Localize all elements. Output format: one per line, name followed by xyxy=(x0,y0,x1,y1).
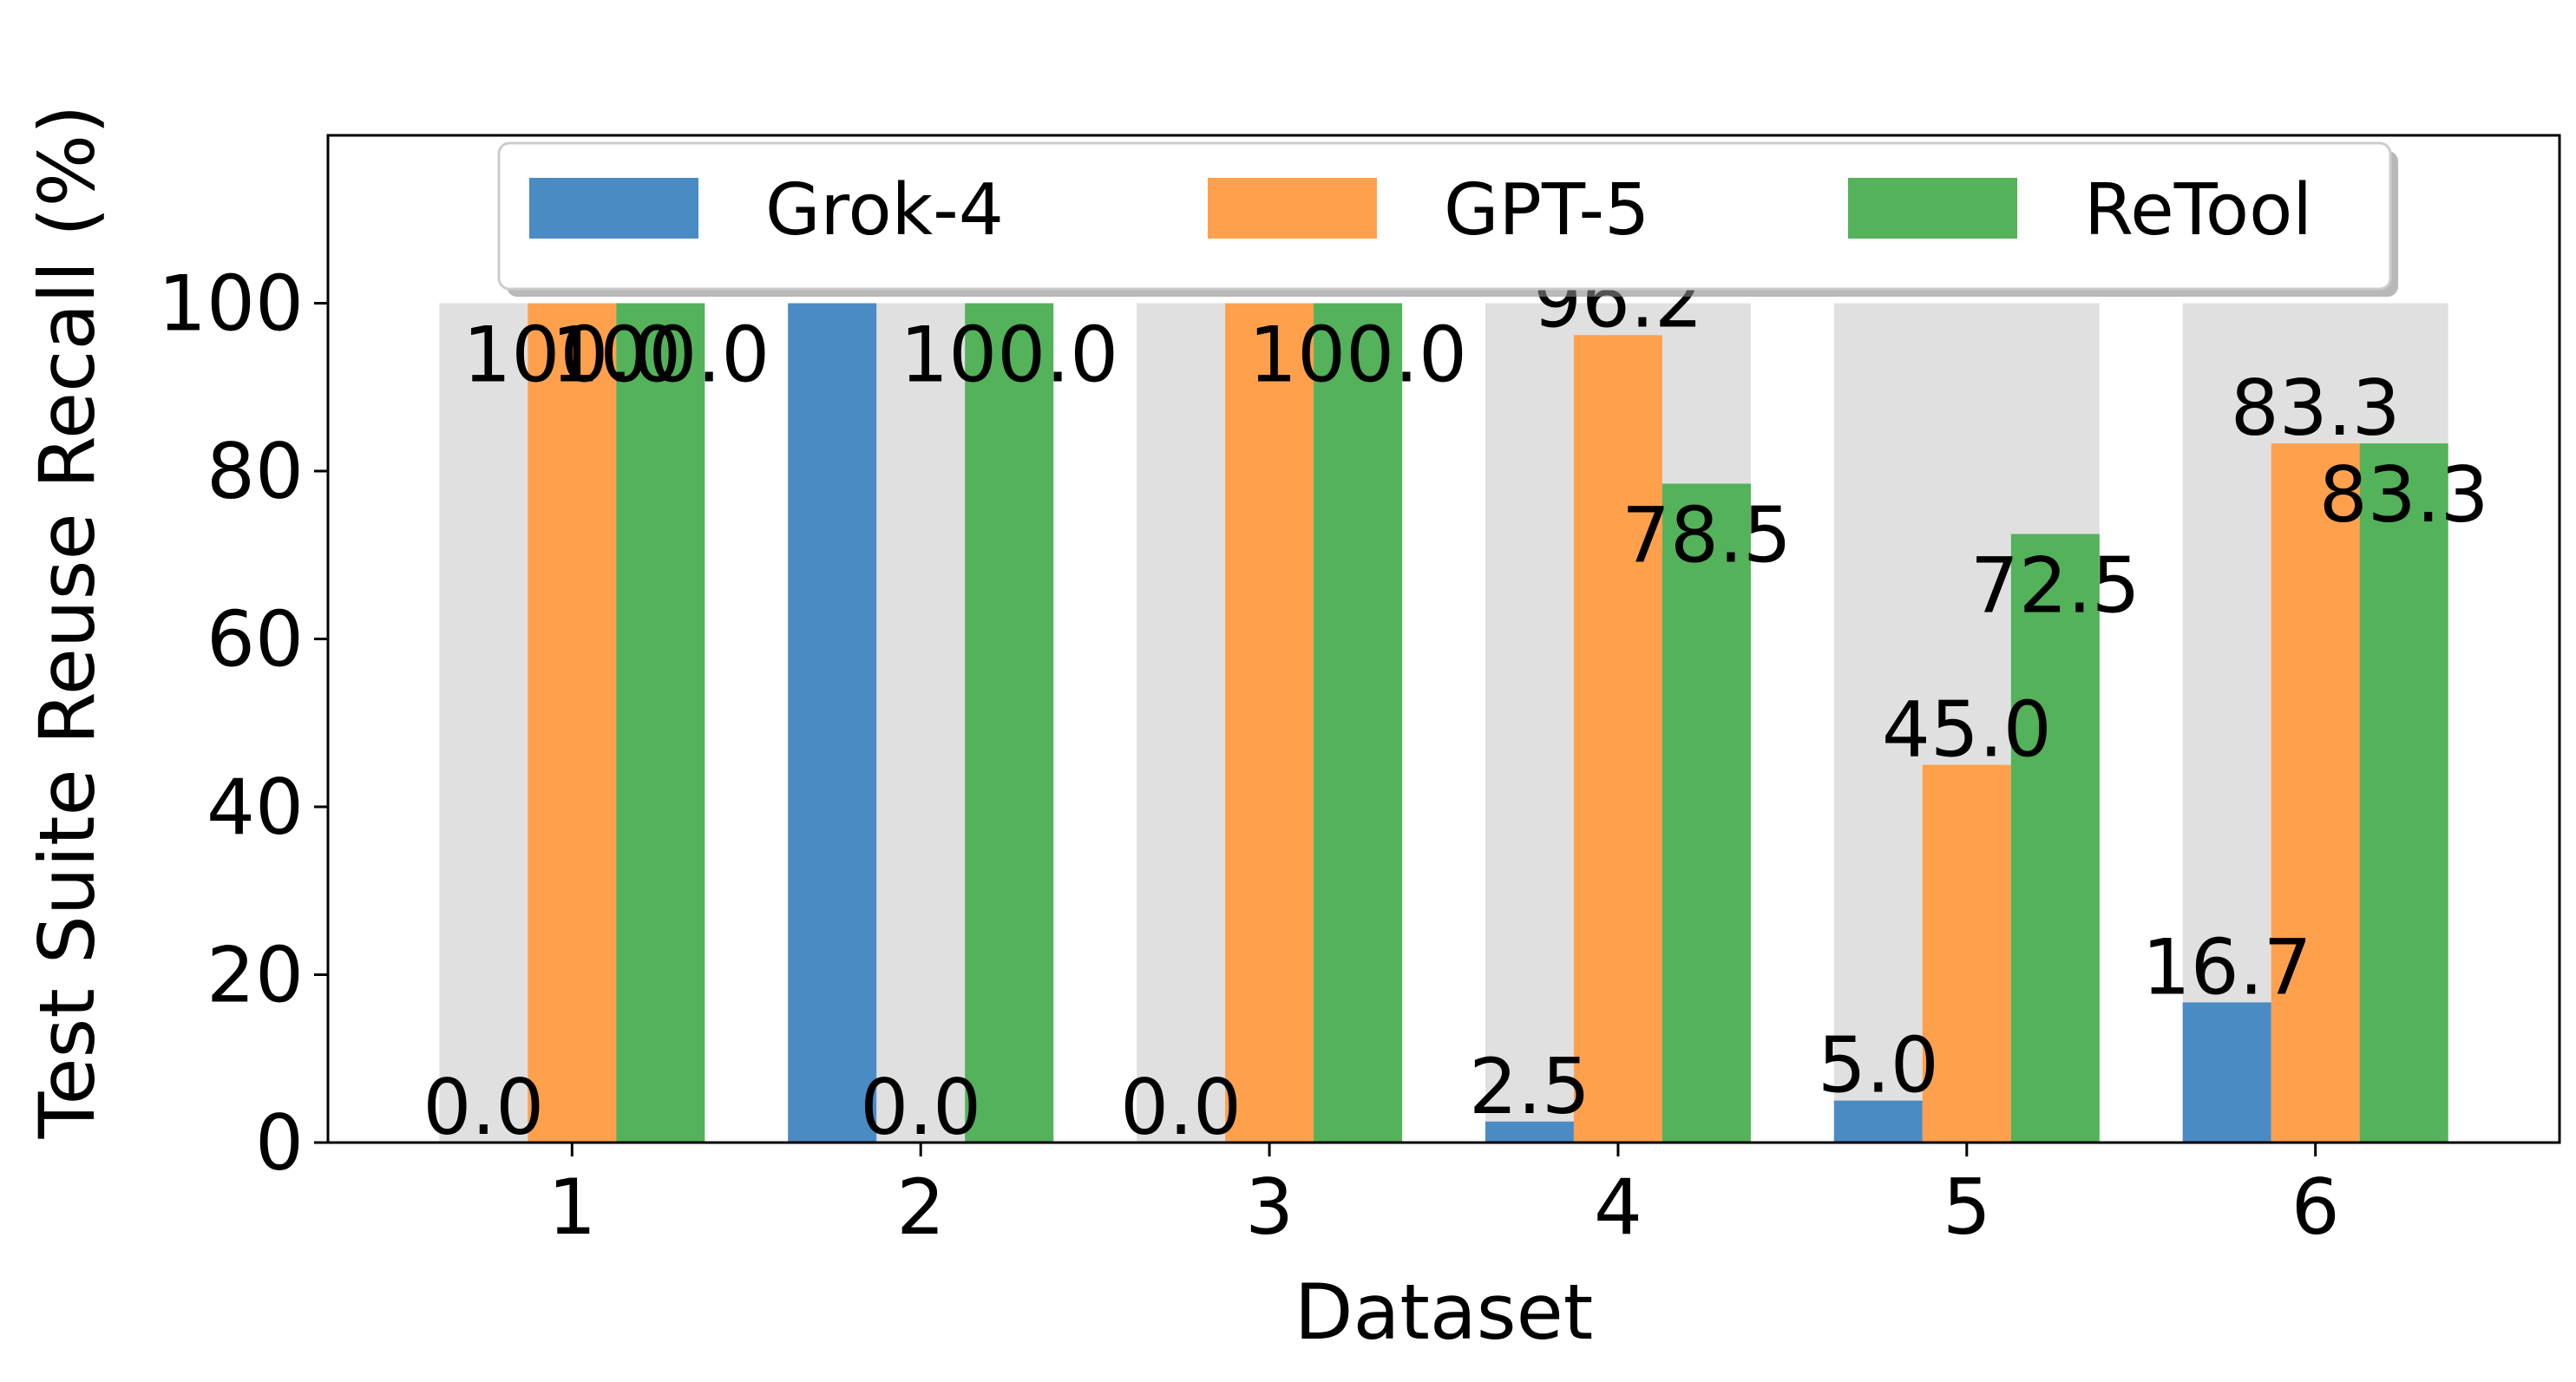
y-tick-label: 40 xyxy=(206,763,304,852)
data-labels: 0.0 0.0 2.5 5.016.7100.00.096.245.083.3100.… xyxy=(423,255,2488,1152)
x-axis: 1 2 3 4 5 6 xyxy=(547,1143,2340,1252)
data-bars xyxy=(528,303,2448,1143)
bar-grok-4-6 xyxy=(2182,1002,2271,1143)
legend-swatch-grok-4 xyxy=(529,178,698,239)
y-tick-label: 20 xyxy=(206,931,304,1020)
bar-retool-1 xyxy=(616,303,705,1143)
bar-grok-4-5 xyxy=(1833,1100,1923,1143)
bar-retool-2 xyxy=(965,303,1054,1143)
bar-gpt-5-4 xyxy=(1573,335,1662,1143)
data-label: 5.0 xyxy=(1818,1021,1939,1110)
x-tick-label: 6 xyxy=(2291,1163,2340,1252)
bar-retool-6 xyxy=(2359,443,2448,1143)
bar-retool-4 xyxy=(1662,483,1751,1143)
x-tick-label: 5 xyxy=(1943,1163,1991,1252)
x-tick-label: 3 xyxy=(1245,1163,1294,1252)
bar-gpt-5-3 xyxy=(1225,303,1314,1143)
bar-grok-4-4 xyxy=(1485,1121,1574,1143)
legend: Grok-4 GPT-5 ReTool xyxy=(497,141,2398,297)
data-label: 72.5 xyxy=(1970,541,2140,631)
x-tick-label: 4 xyxy=(1594,1163,1642,1252)
bar-retool-3 xyxy=(1314,303,1403,1143)
data-label: 78.5 xyxy=(1622,491,1792,580)
x-tick-label: 2 xyxy=(896,1163,945,1252)
y-axis: 0 20 40 60 80 100 xyxy=(158,259,328,1188)
bar-gpt-5-6 xyxy=(2271,443,2360,1143)
bar-gpt-5-1 xyxy=(528,303,617,1143)
data-label: 100.0 xyxy=(900,311,1118,400)
y-tick-label: 100 xyxy=(158,259,304,349)
data-label: 0.0 xyxy=(423,1063,544,1152)
data-label: 83.3 xyxy=(2319,450,2489,540)
data-label: 83.3 xyxy=(2231,364,2401,453)
legend-swatch-retool xyxy=(1848,178,2017,239)
x-axis-label: Dataset xyxy=(1295,1267,1594,1357)
bar-retool-5 xyxy=(2010,534,2100,1143)
bar-grok-4-2 xyxy=(788,303,877,1143)
data-label: 2.5 xyxy=(1469,1042,1590,1131)
data-label: 100.0 xyxy=(462,311,681,400)
data-label: 100.0 xyxy=(1249,311,1467,400)
legend-label-gpt-5: GPT-5 xyxy=(1444,169,1649,252)
legend-swatch-gpt-5 xyxy=(1208,178,1377,239)
data-label: 0.0 xyxy=(860,1063,981,1152)
legend-label-grok-4: Grok-4 xyxy=(765,169,1004,252)
background-bars xyxy=(439,303,2448,1143)
data-label: 45.0 xyxy=(1882,685,2052,775)
bar-gpt-5-5 xyxy=(1922,764,2011,1143)
legend-label-retool: ReTool xyxy=(2084,169,2312,252)
y-tick-label: 0 xyxy=(255,1098,304,1188)
y-tick-label: 60 xyxy=(206,595,304,684)
x-tick-label: 1 xyxy=(547,1163,596,1252)
data-label: 100.0 xyxy=(551,311,770,400)
y-tick-label: 80 xyxy=(206,427,304,516)
y-axis-label: Test Suite Reuse Recall (%) xyxy=(23,105,112,1140)
data-label: 0.0 xyxy=(1120,1063,1242,1152)
data-label: 16.7 xyxy=(2142,922,2312,1012)
